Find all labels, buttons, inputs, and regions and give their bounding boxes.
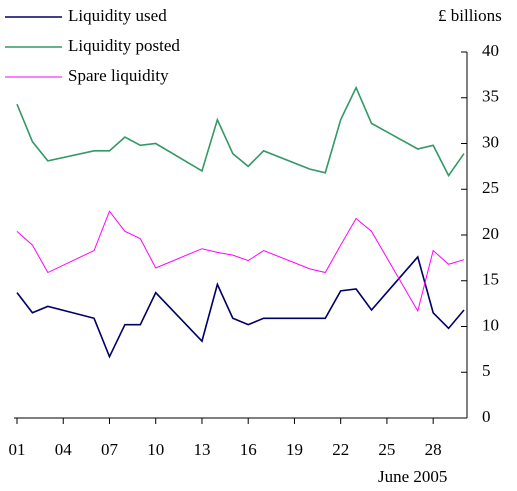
y-tick-label: 10 <box>482 315 499 334</box>
x-axis-label: June 2005 <box>378 467 447 486</box>
legend-label: Liquidity used <box>68 6 167 25</box>
x-tick-label: 10 <box>147 440 164 459</box>
x-tick-label: 28 <box>425 440 442 459</box>
y-tick-label: 40 <box>482 41 499 60</box>
y-tick-label: 15 <box>482 270 499 289</box>
y-tick-label: 0 <box>482 407 491 426</box>
x-tick-label: 04 <box>55 440 73 459</box>
y-tick-label: 20 <box>482 224 499 243</box>
y-tick-label: 25 <box>482 178 499 197</box>
y-axis-label: £ billions <box>438 6 502 25</box>
x-tick-label: 13 <box>193 440 210 459</box>
x-tick-label: 16 <box>240 440 257 459</box>
legend-label: Liquidity posted <box>68 36 180 55</box>
x-tick-label: 19 <box>286 440 303 459</box>
x-tick-label: 22 <box>332 440 349 459</box>
y-tick-label: 30 <box>482 132 499 151</box>
legend-label: Spare liquidity <box>68 66 169 85</box>
data-line <box>16 210 465 313</box>
x-tick-label: 07 <box>101 440 119 459</box>
data-line <box>16 255 465 359</box>
x-tick-label: 01 <box>9 440 26 459</box>
x-tick-label: 25 <box>378 440 395 459</box>
data-line <box>16 85 465 178</box>
y-tick-label: 5 <box>482 361 491 380</box>
y-tick-label: 35 <box>482 87 499 106</box>
